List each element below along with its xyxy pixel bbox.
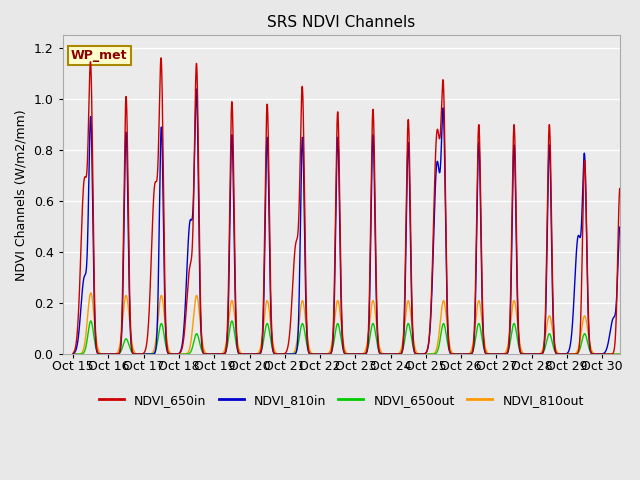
NDVI_650out (488, 351, 495, 357)
NDVI_810in (274, 351, 282, 357)
NDVI_810in (403, 168, 411, 174)
NDVI_650out (274, 351, 282, 357)
NDVI_810in (634, 351, 640, 357)
NDVI_810out (518, 348, 525, 354)
NDVI_650in (518, 351, 525, 357)
NDVI_650in (634, 351, 640, 357)
NDVI_810in (193, 86, 200, 92)
NDVI_650in (69, 350, 77, 356)
NDVI_650in (488, 351, 495, 357)
Legend: NDVI_650in, NDVI_810in, NDVI_650out, NDVI_810out: NDVI_650in, NDVI_810in, NDVI_650out, NDV… (93, 389, 589, 412)
Text: WP_met: WP_met (71, 49, 127, 62)
NDVI_810in (528, 351, 536, 357)
NDVI_650in (403, 145, 411, 151)
Line: NDVI_650out: NDVI_650out (73, 321, 637, 354)
NDVI_650in (157, 55, 165, 61)
NDVI_810in (69, 351, 77, 357)
Line: NDVI_810in: NDVI_810in (73, 89, 637, 354)
Line: NDVI_810out: NDVI_810out (73, 293, 637, 354)
NDVI_810out (274, 351, 282, 357)
NDVI_810in (518, 351, 525, 357)
NDVI_650out (518, 350, 525, 356)
NDVI_810in (98, 351, 106, 357)
NDVI_810out (69, 351, 77, 357)
NDVI_650out (87, 318, 95, 324)
Title: SRS NDVI Channels: SRS NDVI Channels (267, 15, 415, 30)
Line: NDVI_650in: NDVI_650in (73, 58, 637, 354)
NDVI_650in (98, 351, 106, 357)
NDVI_650out (428, 351, 436, 357)
NDVI_810out (98, 351, 106, 357)
NDVI_650out (69, 351, 77, 357)
NDVI_650in (428, 282, 436, 288)
NDVI_810out (87, 290, 95, 296)
NDVI_810out (428, 351, 436, 357)
Y-axis label: NDVI Channels (W/m2/mm): NDVI Channels (W/m2/mm) (15, 109, 28, 280)
NDVI_650out (98, 351, 106, 357)
NDVI_810out (403, 300, 411, 306)
NDVI_810in (488, 351, 495, 357)
NDVI_810out (488, 351, 495, 357)
NDVI_810in (428, 292, 436, 298)
NDVI_650in (274, 351, 282, 357)
NDVI_650out (403, 323, 411, 329)
NDVI_650out (634, 351, 640, 357)
NDVI_810out (634, 351, 640, 357)
